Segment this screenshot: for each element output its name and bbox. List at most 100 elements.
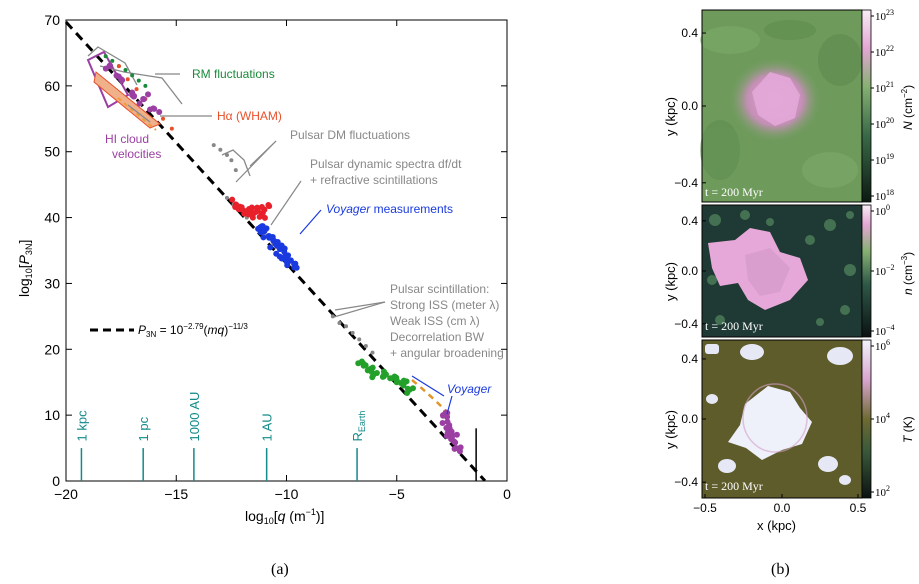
data-point	[156, 108, 163, 115]
data-point	[451, 445, 458, 452]
x-tick-label: −15	[164, 486, 188, 502]
data-point	[261, 228, 268, 235]
annotation-voyager-low: Voyager	[447, 382, 492, 396]
colorbar-tick-label: 1021	[875, 80, 894, 95]
data-point	[131, 92, 138, 99]
data-point	[218, 147, 223, 152]
voyager-italic: Voyager	[326, 202, 371, 216]
data-point	[261, 214, 268, 221]
data-point	[143, 83, 148, 88]
data-point	[256, 213, 263, 220]
colorbar-tick-label: 1023	[875, 8, 894, 23]
time-label-T: t = 200 Myr	[705, 479, 763, 493]
data-point	[439, 420, 446, 427]
x-axis-label: log10[q (m−1)]	[245, 507, 324, 526]
colorbar-tick-label: 104	[875, 411, 890, 426]
colorbar-tick-label: 1022	[875, 44, 894, 59]
dashed-connector-orange	[411, 379, 446, 411]
data-point	[254, 204, 261, 211]
data-point	[115, 73, 122, 80]
cloud-n-core	[745, 248, 790, 296]
data-point	[245, 211, 252, 218]
data-point	[229, 158, 234, 163]
annotation-pulsar-dynamic: Pulsar dynamic spectra df/dt	[310, 157, 462, 171]
data-point	[370, 350, 375, 355]
data-point	[344, 324, 349, 329]
b-y-axis-label: y (kpc)	[663, 97, 678, 136]
data-point	[211, 143, 216, 148]
pink-rim-T	[742, 383, 808, 453]
colorbar-n	[861, 204, 872, 338]
y-axis-label: log10[P3N]	[16, 240, 34, 297]
hot-patches-T	[705, 344, 853, 485]
data-point	[350, 330, 355, 335]
subpanel-column-density: t = 200 Myr	[700, 9, 863, 203]
y-tick-label: 60	[44, 78, 60, 94]
y-tick-label: 70	[44, 12, 60, 28]
b-y-tick-label: −0.4	[674, 475, 698, 489]
data-point	[140, 96, 147, 103]
fit-line-path	[64, 20, 487, 482]
data-point	[358, 358, 365, 365]
data-point	[116, 64, 121, 69]
data-point	[457, 444, 464, 451]
data-point	[362, 362, 369, 369]
data-point	[130, 73, 135, 78]
data-point	[453, 431, 460, 438]
data-point	[123, 68, 128, 73]
annotation-pulsar-dm: Pulsar DM fluctuations	[290, 128, 410, 142]
b-x-tick-label: 0.0	[774, 501, 791, 515]
colorbar-tick-label: 106	[875, 338, 890, 353]
colorbar-label: N (cm−2)	[900, 85, 915, 130]
panel-b: t = 200 Myr t = 200 Myr	[663, 8, 915, 578]
dashed-connector-halpha	[117, 97, 157, 131]
annotation-decorrelation: Decorrelation BW	[390, 330, 485, 344]
b-x-axis-label: x (kpc)	[757, 518, 796, 533]
data-point	[273, 242, 280, 249]
annotation-weak-iss: Weak ISS (cm λ)	[390, 314, 480, 328]
colorbar-N	[861, 9, 872, 203]
data-point	[248, 204, 255, 211]
time-label-n: t = 200 Myr	[705, 319, 763, 333]
dm-bracket	[221, 149, 251, 177]
x-tick-label: −10	[275, 486, 299, 502]
data-point	[266, 234, 273, 241]
scale-marker-label: 1 AU	[260, 413, 275, 441]
b-y-axis-label: y (kpc)	[663, 262, 678, 301]
data-point	[110, 58, 115, 63]
colorbar-tick-label: 10−2	[875, 263, 895, 278]
y-tick-label: 10	[44, 407, 60, 423]
halpha-wedge	[93, 71, 161, 129]
b-y-tick-label: −0.4	[674, 317, 698, 331]
data-point	[136, 78, 141, 83]
panel-a: −20 −15 −10 −5 0 0 10 20 30 40 50 60 70 1 kpc 1 pc 100…	[16, 12, 511, 578]
data-point	[258, 204, 265, 211]
turbulence-N	[700, 20, 862, 188]
data-point	[278, 255, 285, 262]
data-point	[249, 214, 256, 221]
scale-markers: 1 kpc 1 pc 1000 AU 1 AU REarth	[74, 392, 367, 481]
subpanel-temperature: t = 200 Myr	[701, 339, 863, 499]
x-tick-label: −5	[389, 486, 405, 502]
panel-b-labels: 0.4 0.0 −0.4 y (kpc) 1023 1022 1021 1020 1019 101…	[663, 8, 915, 515]
scale-marker-label: 1 pc	[136, 416, 151, 441]
y-tick-label: 0	[52, 473, 60, 489]
data-point	[103, 54, 108, 59]
legend-label: P3N = 10−2.79(mq)−11/3	[138, 322, 248, 339]
axis-tick-labels: −20 −15 −10 −5 0 0 10 20 30 40 50 60 70	[44, 12, 511, 502]
legend: P3N = 10−2.79(mq)−11/3	[90, 322, 248, 339]
colorbar-tick-label: 10−4	[875, 323, 895, 338]
caption-a: (a)	[271, 561, 289, 578]
data-point	[443, 425, 450, 432]
annotation-voyager-measurements: Voyager measurements	[326, 202, 453, 216]
x-tick-label: 0	[503, 486, 511, 502]
data-point	[145, 91, 152, 98]
annotation-strong-iss: Strong ISS (meter λ)	[390, 298, 499, 312]
data-point	[106, 63, 113, 70]
annotation-angular: + angular broadening	[390, 346, 504, 360]
colorbar-T	[861, 339, 872, 499]
fit-line	[64, 20, 487, 482]
b-y-tick-label: 0.4	[681, 26, 698, 40]
data-point	[393, 377, 400, 384]
